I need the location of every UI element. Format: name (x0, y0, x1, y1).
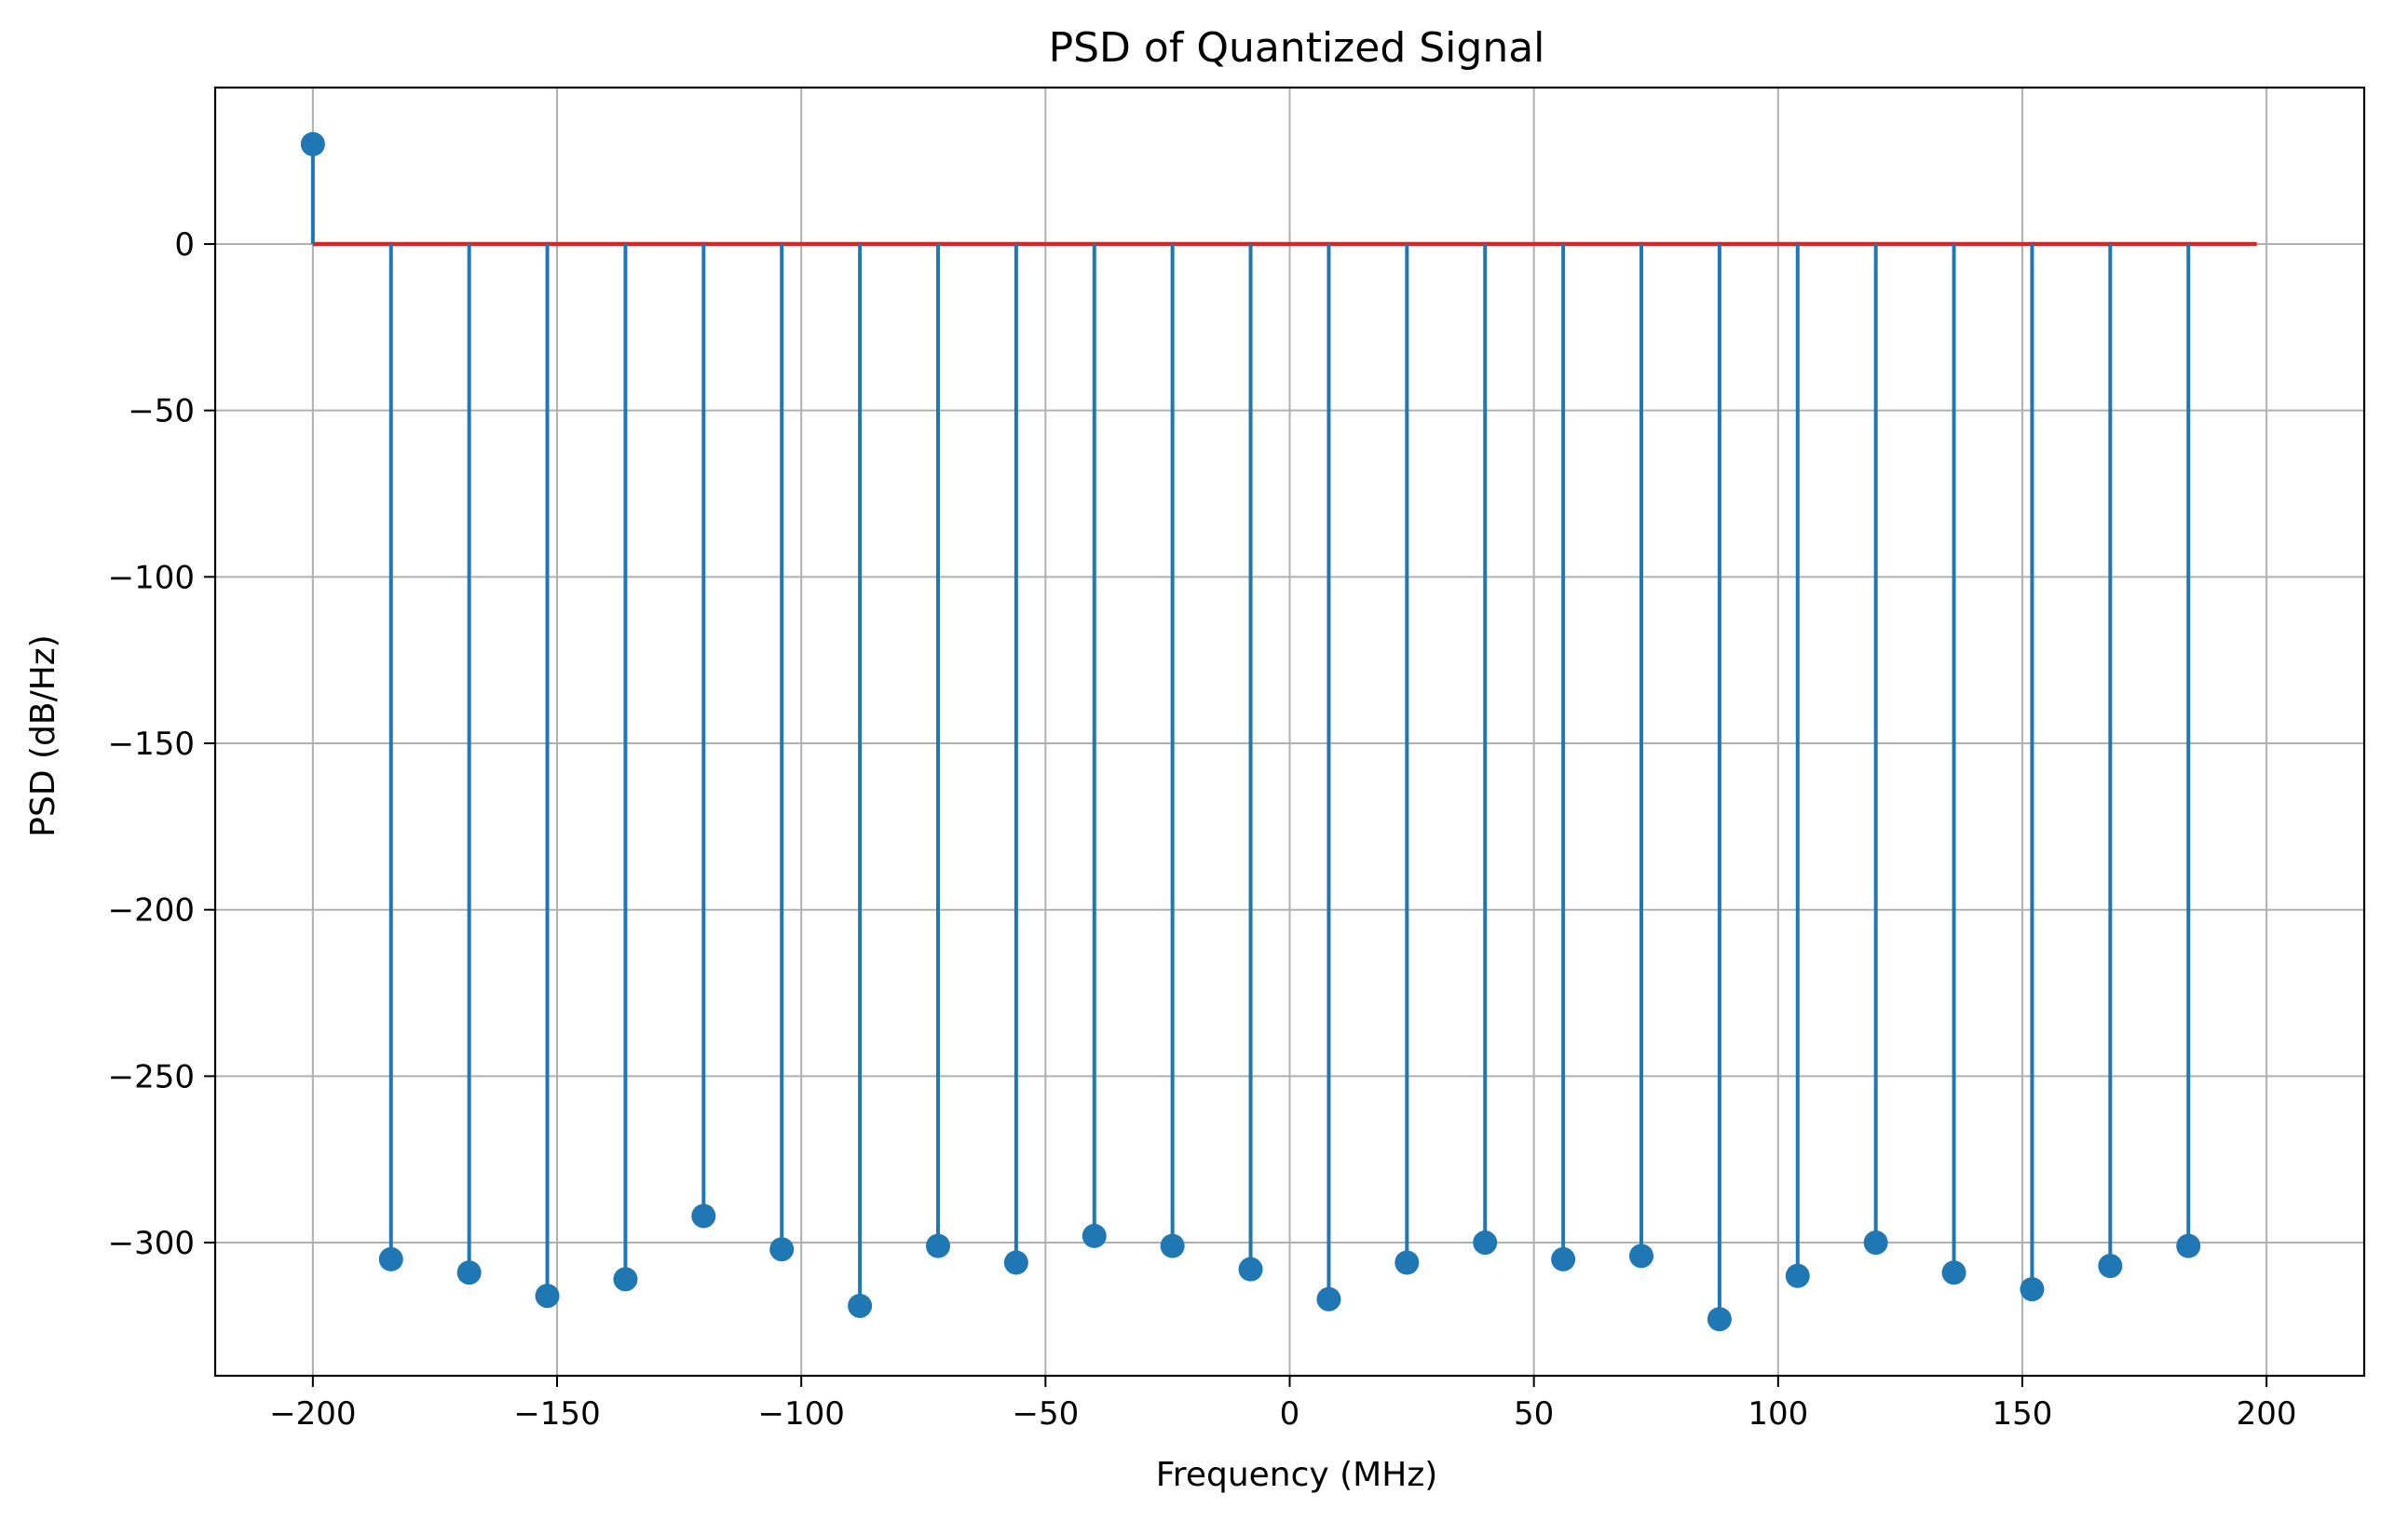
stem-marker (535, 1284, 560, 1309)
y-tick-label: −250 (108, 1058, 195, 1095)
x-tick-label: −150 (513, 1395, 600, 1433)
stem-marker (456, 1260, 482, 1285)
x-tick-label: 200 (2237, 1395, 2297, 1433)
stem-marker (2176, 1233, 2201, 1258)
stem-marker (1082, 1223, 1107, 1248)
y-tick-label: −300 (108, 1225, 195, 1262)
x-axis-label: Frequency (MHz) (1156, 1456, 1438, 1494)
stem-marker (613, 1267, 638, 1292)
stem-marker (1629, 1243, 1654, 1269)
chart-title: PSD of Quantized Signal (1049, 24, 1545, 72)
y-tick-label: −50 (128, 393, 195, 430)
x-tick-label: −100 (757, 1395, 844, 1433)
x-axis-ticks: −200 −150 −100 −50 0 50 100 150 200 (269, 1376, 2297, 1433)
stem-marker (769, 1237, 795, 1262)
stem-marker (691, 1203, 716, 1229)
x-tick-label: 50 (1514, 1395, 1554, 1433)
y-tick-label: −100 (108, 559, 195, 596)
y-axis-label: PSD (dB/Hz) (24, 634, 62, 836)
stem-series (300, 131, 2201, 1332)
y-tick-label: −150 (108, 726, 195, 763)
stem-marker (1316, 1286, 1341, 1311)
stem-marker (1707, 1307, 1732, 1332)
stem-marker (925, 1233, 950, 1258)
stem-marker (1003, 1250, 1028, 1275)
x-tick-label: −50 (1012, 1395, 1079, 1433)
stem-marker (300, 131, 325, 156)
stem-marker (1394, 1250, 1420, 1275)
y-tick-label: −200 (108, 892, 195, 930)
stem-marker (1551, 1246, 1576, 1271)
stem-marker (2098, 1254, 2123, 1279)
x-tick-label: 150 (1993, 1395, 2053, 1433)
stem-marker (1473, 1230, 1498, 1256)
stem-marker (2020, 1277, 2045, 1302)
stem-marker (1238, 1257, 1263, 1282)
x-tick-label: 100 (1748, 1395, 1808, 1433)
y-tick-label: 0 (174, 226, 195, 264)
y-axis-ticks: 0 −50 −100 −150 −200 −250 −300 (108, 226, 215, 1262)
x-tick-label: −200 (269, 1395, 356, 1433)
stem-marker (1863, 1230, 1888, 1256)
stem-marker (848, 1293, 873, 1318)
x-tick-label: 0 (1280, 1395, 1300, 1433)
stem-marker (1941, 1260, 1966, 1285)
stem-marker (1785, 1263, 1810, 1288)
stem-marker (378, 1246, 403, 1271)
stem-marker (1160, 1233, 1185, 1258)
